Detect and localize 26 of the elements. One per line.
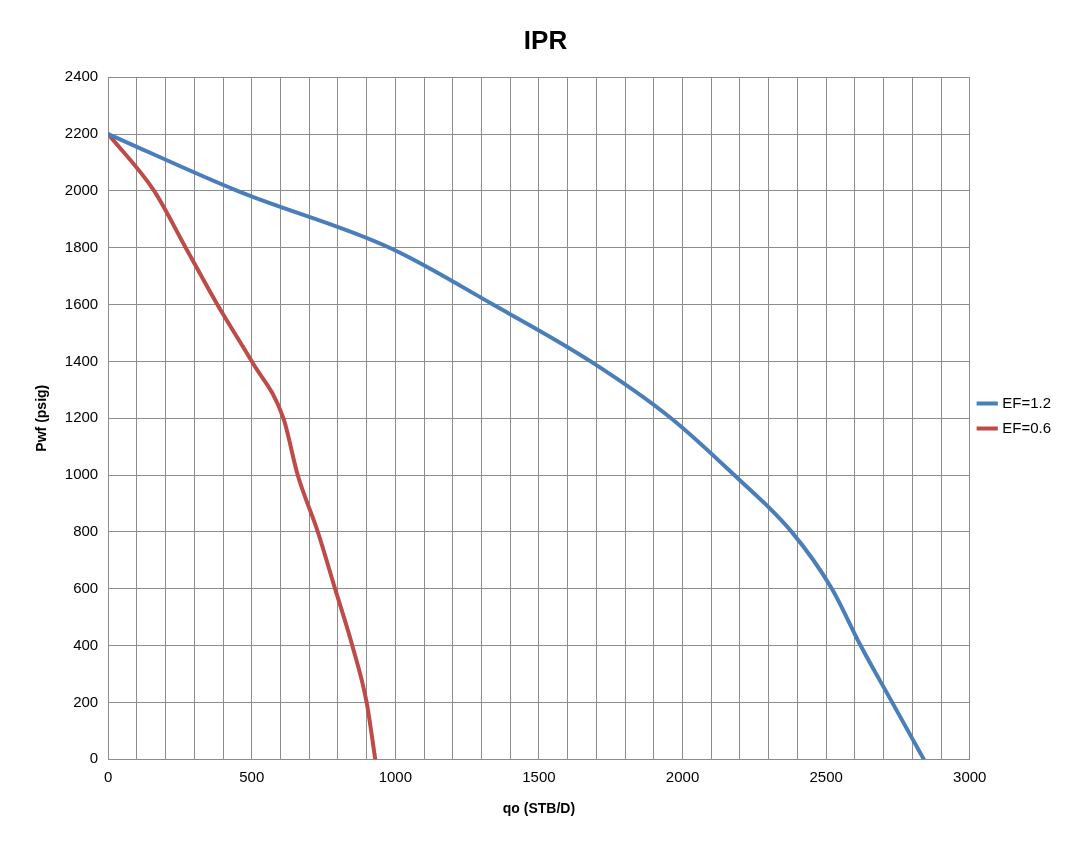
legend-label: EF=0.6 <box>1002 418 1051 436</box>
x-tick-label: 2000 <box>665 768 700 786</box>
y-tick-label: 600 <box>73 578 99 596</box>
y-tick-label: 1000 <box>64 465 99 483</box>
y-tick-label: 0 <box>89 749 99 767</box>
y-tick-label: 2400 <box>64 67 99 85</box>
x-tick-label: 2500 <box>809 768 843 786</box>
x-axis-title: qo (STB/D) <box>502 800 576 817</box>
y-axis-title: Pwf (psig) <box>33 384 50 452</box>
y-tick-label: 1600 <box>64 294 99 312</box>
x-tick-label: 1000 <box>378 768 413 786</box>
y-tick-label: 2000 <box>64 181 99 199</box>
x-tick-label: 3000 <box>953 768 987 786</box>
y-tick-label: 200 <box>73 692 99 710</box>
y-tick-label: 400 <box>73 635 99 653</box>
x-tick-label: 500 <box>239 768 265 786</box>
line-series <box>108 132 926 760</box>
y-tick-label: 1200 <box>64 408 99 426</box>
x-tick-label: 1500 <box>522 768 556 786</box>
y-tick-label: 1800 <box>64 237 99 255</box>
x-tick-label: 0 <box>104 768 113 786</box>
y-tick-label: 2200 <box>64 124 99 142</box>
y-tick-label: 1400 <box>64 351 99 369</box>
y-tick-label: 800 <box>73 522 99 540</box>
legend-label: EF=1.2 <box>1002 393 1051 411</box>
chart-title: IPR <box>523 24 568 55</box>
